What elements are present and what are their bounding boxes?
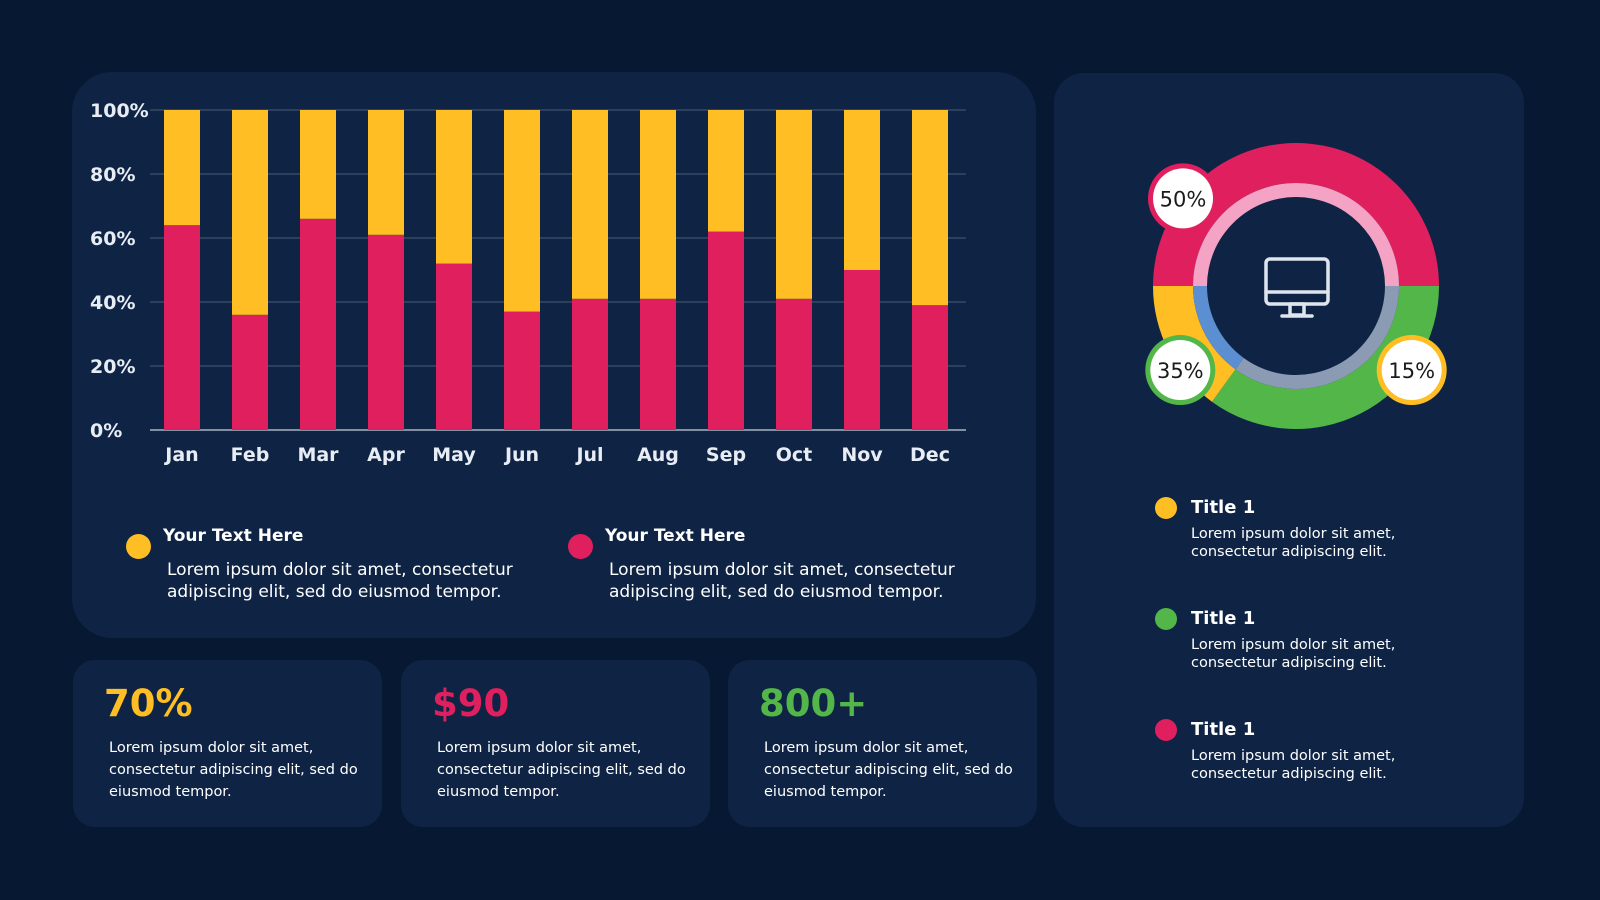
bar-segment-yellow <box>232 110 268 315</box>
bar-segment-yellow <box>640 110 676 299</box>
bar-segment-pink <box>708 231 744 430</box>
bar-segment-pink <box>300 218 336 430</box>
monitor-icon <box>1264 257 1330 318</box>
bar-segment-pink <box>232 314 268 430</box>
bar-segment-yellow <box>368 110 404 235</box>
x-tick-label: Aug <box>637 444 679 466</box>
bar-segment-yellow <box>912 110 948 306</box>
stat-description: Lorem ipsum dolor sit amet, consectetur … <box>437 740 686 800</box>
category-description: Lorem ipsum dolor sit amet, consectetur … <box>1191 637 1396 671</box>
stat-card-price: $90 Lorem ipsum dolor sit amet, consecte… <box>401 660 710 827</box>
bar-chart-panel: 0% 20% 40% 60% 80% 100% Jan Feb Mar Apr May Jun Jul A… <box>72 72 1036 638</box>
category-description: Lorem ipsum dolor sit amet, consectetur … <box>1191 748 1396 782</box>
x-tick-label: Feb <box>231 444 270 466</box>
bar-segment-yellow <box>844 110 880 270</box>
percent-label: 15% <box>1388 359 1435 383</box>
bar-segment-yellow <box>164 110 200 226</box>
bar-segment-yellow <box>504 110 540 312</box>
bar-segment-pink <box>844 270 880 430</box>
legend-description: Lorem ipsum dolor sit amet, consectetur … <box>609 560 955 602</box>
stat-value: 70% <box>104 682 193 725</box>
category-title: Title 1 <box>1191 608 1256 629</box>
bar-segment-pink <box>164 225 200 430</box>
percent-bubble <box>1150 340 1211 401</box>
x-tick-label: Jan <box>163 444 198 466</box>
bar-segment-yellow <box>436 110 472 264</box>
bar-segment-pink <box>912 305 948 430</box>
donut-chart-panel: 50% 35% 15% Title 1 Lorem ipsum dolor sit … <box>1054 73 1524 827</box>
y-tick-label: 0% <box>90 420 122 442</box>
pink-dot-icon <box>568 534 593 559</box>
bar-segment-pink <box>436 263 472 430</box>
x-tick-label: Jul <box>574 444 603 466</box>
legend-description: Lorem ipsum dolor sit amet, consectetur … <box>167 560 513 602</box>
stat-card-percent: 70% Lorem ipsum dolor sit amet, consecte… <box>73 660 382 827</box>
bar-segment-yellow <box>776 110 812 299</box>
y-tick-label: 40% <box>90 292 135 314</box>
green-dot-icon <box>1155 608 1177 630</box>
x-tick-label: Sep <box>706 444 746 466</box>
bar-segment-yellow <box>708 110 744 232</box>
yellow-dot-icon <box>1155 497 1177 519</box>
percent-bubble <box>1153 168 1214 229</box>
category-title: Title 1 <box>1191 497 1256 518</box>
x-tick-label: Mar <box>297 444 339 466</box>
x-tick-label: Dec <box>910 444 950 466</box>
stacked-bar-chart: 0% 20% 40% 60% 80% 100% Jan Feb Mar Apr May Jun Jul A… <box>90 100 966 466</box>
y-tick-label: 100% <box>90 100 149 122</box>
donut-inner-ring <box>1193 183 1399 286</box>
bar-segment-pink <box>776 298 812 430</box>
bar-segment-pink <box>640 298 676 430</box>
y-tick-label: 20% <box>90 356 135 378</box>
stat-card-count: 800+ Lorem ipsum dolor sit amet, consect… <box>728 660 1037 827</box>
donut-center <box>1209 199 1383 373</box>
stat-description: Lorem ipsum dolor sit amet, consectetur … <box>109 740 358 800</box>
x-tick-label: Jun <box>503 444 539 466</box>
donut-chart: 50% 35% 15% <box>1145 143 1447 429</box>
donut-slice <box>1211 286 1439 429</box>
bar-segment-yellow <box>572 110 608 299</box>
yellow-dot-icon <box>126 534 151 559</box>
category-title: Title 1 <box>1191 719 1256 740</box>
category-description: Lorem ipsum dolor sit amet, consectetur … <box>1191 526 1396 560</box>
stat-description: Lorem ipsum dolor sit amet, consectetur … <box>764 740 1013 800</box>
percent-label: 50% <box>1160 187 1207 211</box>
stat-value: 800+ <box>759 682 868 725</box>
donut-slice <box>1153 143 1439 286</box>
donut-inner-ring <box>1235 286 1399 389</box>
y-tick-label: 80% <box>90 164 135 186</box>
x-tick-label: Oct <box>776 444 813 466</box>
x-tick-label: Nov <box>841 444 883 466</box>
x-tick-label: May <box>432 444 476 466</box>
percent-bubble <box>1381 340 1442 401</box>
x-tick-label: Apr <box>367 444 405 466</box>
stat-value: $90 <box>432 682 510 725</box>
pink-dot-icon <box>1155 719 1177 741</box>
percent-label: 35% <box>1157 359 1204 383</box>
bar-segment-pink <box>504 311 540 430</box>
bar-segment-pink <box>572 298 608 430</box>
bar-segment-yellow <box>300 110 336 219</box>
donut-inner-ring <box>1193 286 1244 370</box>
y-tick-label: 60% <box>90 228 135 250</box>
bar-segment-pink <box>368 234 404 430</box>
legend-title: Your Text Here <box>163 526 304 546</box>
legend-title: Your Text Here <box>605 526 746 546</box>
